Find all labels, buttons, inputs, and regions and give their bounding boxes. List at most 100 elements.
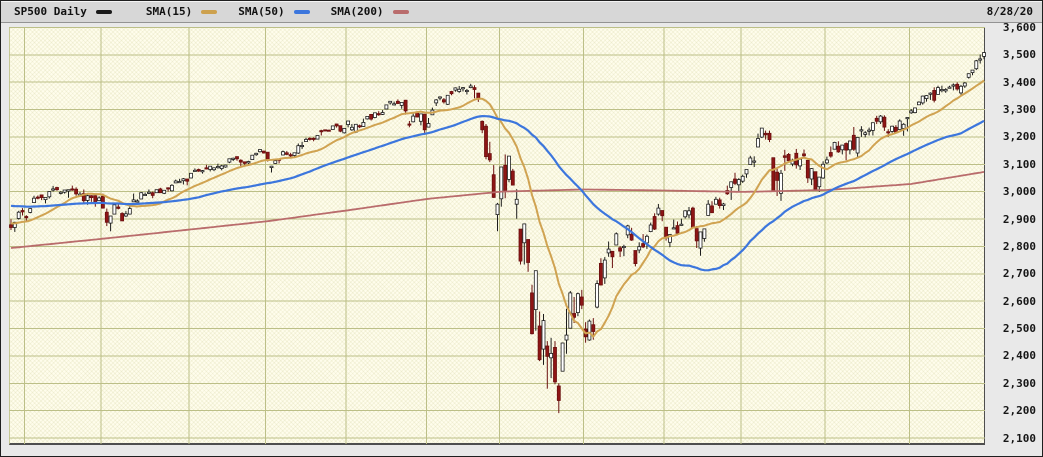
candle-up: [146, 191, 151, 194]
candle-up: [595, 283, 599, 308]
candle-up: [959, 85, 963, 94]
legend-item-sma200: SMA(200): [331, 5, 409, 18]
candle-down: [235, 156, 239, 160]
legend-label-sma200: SMA(200): [330, 5, 384, 18]
candle-up: [721, 203, 726, 207]
y-axis-label: 3,500: [1002, 48, 1036, 62]
candle-down: [553, 346, 557, 383]
candle-up: [924, 95, 929, 99]
candle-down: [710, 205, 714, 214]
sp500-line-swatch-icon: [95, 9, 112, 14]
candle-up: [169, 184, 174, 192]
candle-down: [767, 132, 772, 141]
candle-down: [261, 150, 266, 154]
candle-up: [648, 224, 653, 232]
candle-down: [518, 228, 523, 262]
candle-up: [154, 189, 159, 194]
candle-up: [913, 107, 917, 114]
candle-up: [867, 129, 871, 132]
candle-up: [936, 87, 940, 95]
candle-down: [491, 174, 496, 198]
candle-up: [541, 320, 546, 350]
candle-up: [897, 120, 902, 130]
candle-down: [395, 100, 400, 104]
candle-up: [246, 161, 251, 164]
candle-up: [51, 188, 55, 191]
candle-up: [951, 84, 956, 87]
candle-down: [805, 159, 810, 179]
plot-background: [9, 27, 985, 445]
candle-up: [576, 293, 580, 314]
y-axis-label: 3,600: [1002, 20, 1036, 34]
candle-up: [227, 158, 232, 163]
candle-down: [9, 224, 13, 228]
candle-up: [560, 342, 565, 372]
candle-down: [487, 153, 492, 161]
candle-down: [407, 123, 412, 126]
candle-up: [499, 166, 504, 200]
candle-down: [338, 125, 343, 132]
candle-up: [250, 154, 255, 160]
candle-up: [135, 200, 140, 203]
candle-down: [572, 313, 576, 318]
candle-down: [185, 178, 190, 182]
candle-down: [441, 99, 446, 103]
candle-down: [556, 385, 561, 401]
candle-up: [58, 191, 63, 194]
candle-up: [384, 104, 389, 110]
candle-down: [591, 324, 596, 332]
candle-down: [120, 213, 124, 222]
legend-item-sma15: SMA(15): [146, 5, 218, 18]
candle-down: [955, 83, 960, 90]
candle-up: [418, 113, 423, 122]
y-axis-label: 2,300: [1002, 376, 1036, 390]
candle-up: [982, 52, 986, 57]
candle-down: [882, 116, 887, 128]
candle-up: [124, 213, 128, 217]
candle-up: [920, 95, 925, 104]
candle-down: [530, 292, 534, 335]
sma200-line-swatch-icon: [392, 9, 409, 14]
candle-up: [809, 168, 814, 180]
candle-down: [610, 250, 615, 258]
candle-down: [633, 250, 638, 265]
candle-up: [365, 116, 370, 120]
candle-up: [468, 85, 473, 89]
candle-up: [85, 195, 90, 201]
y-axis-label: 3,100: [1002, 157, 1036, 171]
as-of-date: 8/28/20: [986, 5, 1033, 18]
candle-up: [817, 176, 822, 188]
candle-up: [32, 197, 36, 203]
candle-down: [763, 132, 768, 136]
candle-down: [196, 169, 201, 172]
candle-up: [702, 228, 707, 239]
candle-up: [656, 207, 661, 215]
candle-down: [775, 171, 779, 181]
candle-down: [813, 171, 818, 190]
candle-up: [679, 223, 684, 226]
candle-up: [219, 165, 224, 169]
candle-up: [917, 101, 921, 106]
candle-down: [20, 210, 25, 213]
candle-up: [47, 191, 52, 198]
candle-up: [231, 157, 236, 160]
candle-down: [894, 126, 898, 133]
candle-up: [380, 112, 385, 115]
y-axis-label: 2,400: [1002, 349, 1036, 363]
y-axis-label: 2,200: [1002, 404, 1036, 418]
candle-up: [28, 208, 33, 213]
y-axis-label: 2,900: [1002, 212, 1036, 226]
candle-up: [208, 165, 213, 170]
candle-up: [296, 145, 301, 154]
candle-down: [694, 228, 699, 242]
candle-up: [756, 138, 760, 148]
candle-down: [93, 195, 98, 203]
candle-down: [311, 137, 316, 140]
candle-down: [771, 157, 776, 192]
y-axis-label: 3,300: [1002, 103, 1036, 117]
candle-up: [66, 189, 71, 192]
candle-up: [863, 132, 868, 135]
candle-up: [177, 181, 182, 184]
candle-up: [12, 221, 17, 228]
candle-down: [717, 199, 722, 206]
